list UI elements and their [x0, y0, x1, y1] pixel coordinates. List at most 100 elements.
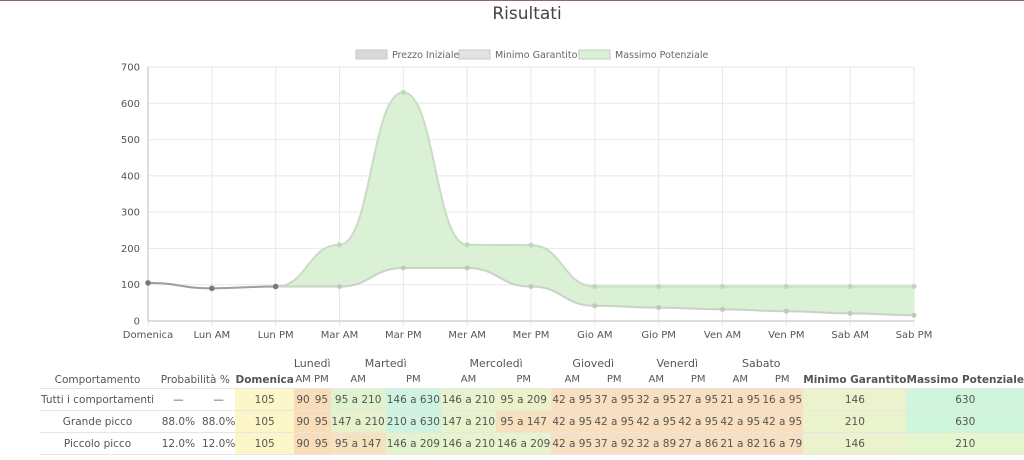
price-range-cell: 27 a 86	[677, 432, 720, 455]
x-tick-label: Mer AM	[448, 330, 486, 341]
day-header: Lunedì	[293, 357, 331, 370]
header-massimo: Massimo Potenziale	[906, 374, 1024, 386]
results-chart: 0 100 200 300 400 500 600 700 Domenica Lun AM Lun …	[121, 49, 933, 341]
massimo-point	[656, 284, 662, 290]
y-tick-label: 300	[121, 208, 140, 219]
price-range-cell: 146 a 210	[440, 388, 497, 411]
price-range-cell: 146 a 630	[385, 388, 441, 411]
header-minimo: Minimo Garantito	[803, 374, 907, 386]
legend-swatch	[458, 49, 491, 60]
massimo-point	[464, 242, 470, 248]
prezzo-point	[272, 283, 279, 290]
legend-swatch	[355, 49, 388, 60]
price-range-cell: 95 a 147	[496, 410, 552, 433]
day-header: Giovedì	[572, 357, 615, 370]
results-table: Lunedì Martedì Mercoledì Giovedì Venerdì Saba…	[40, 356, 1024, 455]
minimo-point	[911, 312, 917, 318]
price-range-cell: 90	[293, 388, 313, 411]
am-header: AM	[460, 374, 477, 385]
price-range-cell: 90	[293, 432, 313, 455]
price-range-cell: 42 a 95	[551, 432, 594, 455]
price-range-cell: 42 a 95	[677, 410, 720, 433]
domenica-value: 105	[235, 432, 294, 455]
x-tick-label: Sab PM	[896, 330, 933, 341]
price-range-cell: 32 a 89	[635, 432, 678, 455]
y-tick-label: 100	[121, 280, 140, 291]
probability-value: —	[155, 388, 202, 411]
y-tick-label: 200	[121, 244, 140, 255]
row-label: Tutti i comportamenti	[40, 388, 156, 411]
table-row: Grande picco 88.0% 88.0% 105 90 95 147 a 210 21…	[40, 410, 1024, 433]
massimo-point	[337, 242, 342, 248]
probability-value: 12.0%	[155, 432, 202, 455]
price-range-cell: 27 a 95	[677, 388, 720, 411]
probability-value: 88.0%	[155, 410, 202, 433]
pm-header: PM	[516, 374, 531, 385]
prezzo-point	[209, 285, 215, 292]
am-header: AM	[564, 374, 580, 385]
x-tick-label: Ven AM	[704, 330, 741, 341]
minimo-point	[464, 265, 470, 271]
minimo-point	[592, 303, 598, 309]
page-title: Risultati	[492, 4, 562, 24]
day-header: Sabato	[742, 357, 781, 370]
x-tick-label: Mer PM	[513, 330, 550, 341]
y-tick-label: 700	[121, 63, 140, 74]
potential-range-area	[275, 92, 915, 316]
minimo-point	[337, 284, 342, 290]
am-header: AM	[732, 374, 748, 385]
domenica-value: 105	[235, 388, 294, 411]
massimo-point	[592, 284, 598, 290]
minimo-value: 146	[803, 432, 907, 455]
price-range-cell: 42 a 95	[761, 410, 804, 433]
probability-value: 88.0%	[201, 410, 236, 433]
price-range-cell: 42 a 95	[593, 410, 636, 433]
legend-label: Minimo Garantito	[495, 50, 578, 61]
price-range-cell: 16 a 95	[761, 388, 804, 411]
price-range-cell: 210 a 630	[385, 410, 441, 433]
pm-header: PM	[405, 374, 421, 385]
minimo-point	[656, 305, 662, 311]
minimo-point	[528, 284, 534, 290]
price-range-cell: 90	[293, 410, 313, 433]
x-tick-label: Domenica	[123, 330, 173, 341]
massimo-point	[400, 89, 406, 95]
massimo-point	[911, 284, 917, 290]
massimo-point	[847, 284, 853, 290]
price-range-cell: 95	[312, 388, 331, 411]
price-range-cell: 42 a 95	[719, 410, 762, 433]
legend-label: Prezzo Iniziale	[392, 50, 459, 61]
pm-header: PM	[314, 374, 329, 385]
pm-header: PM	[606, 374, 622, 385]
price-range-cell: 146 a 209	[496, 432, 552, 455]
x-tick-label: Ven PM	[768, 330, 804, 341]
minimo-point	[783, 308, 789, 314]
probability-value: —	[201, 388, 236, 411]
price-range-cell: 95 a 147	[330, 432, 386, 455]
x-tick-label: Lun PM	[258, 330, 294, 341]
header-spacer	[40, 356, 294, 372]
price-range-cell: 147 a 210	[440, 410, 497, 433]
row-label: Piccolo picco	[40, 432, 156, 455]
price-range-cell: 146 a 210	[440, 432, 497, 455]
price-range-cell: 21 a 95	[719, 388, 762, 411]
header-comportamento: Comportamento	[54, 374, 141, 386]
legend-swatch	[578, 49, 611, 60]
price-range-cell: 37 a 92	[593, 432, 636, 455]
price-range-cell: 95 a 209	[496, 388, 552, 411]
day-header: Mercoledì	[469, 357, 523, 370]
price-range-cell: 16 a 79	[761, 432, 804, 455]
price-range-cell: 42 a 95	[635, 410, 678, 433]
x-tick-label: Mar PM	[385, 330, 422, 341]
prezzo-point	[145, 280, 151, 286]
header-domenica: Domenica	[235, 374, 294, 386]
am-header: AM	[648, 374, 664, 385]
pm-header: PM	[690, 374, 706, 385]
table-row: Piccolo picco 12.0% 12.0% 105 90 95 95 a 147 14…	[40, 432, 1024, 455]
x-tick-label: Mar AM	[321, 330, 359, 341]
minimo-point	[847, 310, 853, 316]
y-tick-label: 600	[121, 99, 140, 110]
x-tick-label: Gio PM	[641, 330, 675, 341]
x-tick-label: Sab AM	[831, 330, 868, 341]
am-header: AM	[350, 374, 366, 385]
